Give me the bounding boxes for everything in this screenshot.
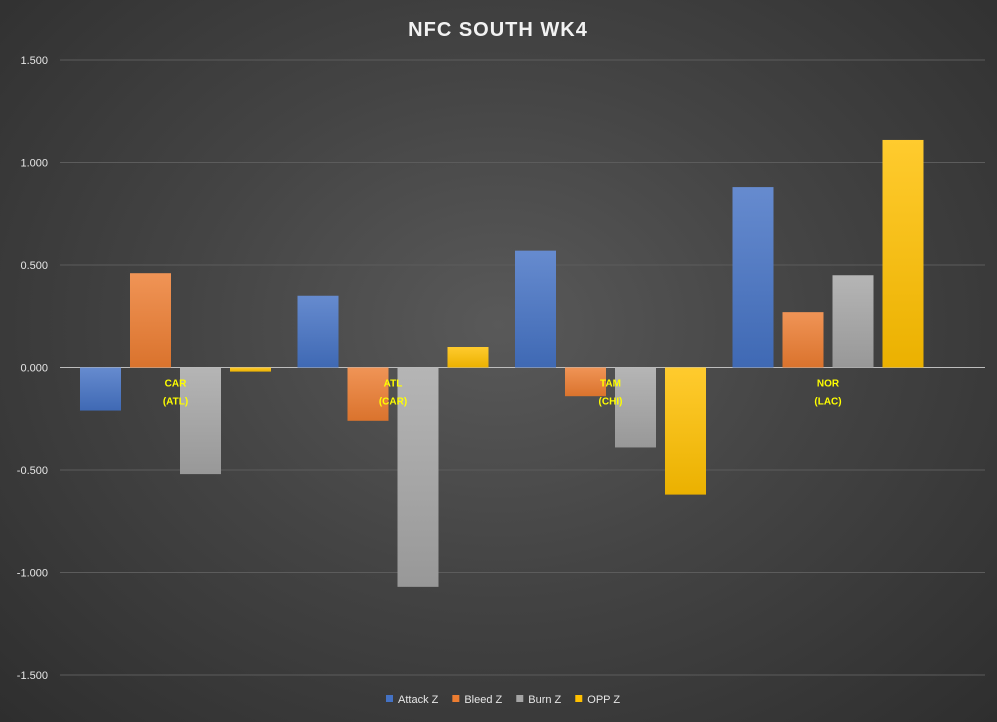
bar-opp-z — [447, 347, 489, 368]
bar-attack-z — [732, 187, 774, 368]
bar-bleed-z — [347, 367, 389, 421]
bar-burn-z — [832, 275, 874, 368]
category-sublabel: (CAR) — [379, 397, 407, 408]
legend-swatch — [575, 695, 583, 702]
bar-bleed-z — [782, 312, 824, 368]
y-tick-label: -1.500 — [17, 670, 48, 682]
bar-bleed-z — [565, 367, 606, 397]
bar-attack-z — [80, 367, 121, 411]
bar-attack-z — [297, 295, 339, 368]
legend: Attack Z Bleed Z Burn Z OPP Z — [386, 694, 620, 706]
bars — [80, 139, 924, 587]
category-sublabel: (ATL) — [163, 397, 188, 408]
legend-label: Bleed Z — [464, 694, 502, 706]
category-label: CAR — [165, 379, 187, 390]
bar-attack-z — [515, 250, 556, 368]
legend-label: Burn Z — [528, 694, 561, 706]
category-sublabel: (CHI) — [599, 397, 623, 408]
bar-opp-z — [230, 367, 271, 372]
category-label: NOR — [817, 379, 840, 390]
bar-opp-z — [882, 139, 924, 368]
bar-opp-z — [665, 367, 706, 495]
chart-title: NFC SOUTH WK4 — [408, 19, 588, 41]
y-tick-label: 0.000 — [20, 363, 48, 375]
legend-label: Attack Z — [398, 694, 439, 706]
category-labels: CAR (ATL) ATL (CAR) TAM (CHI) NOR (LAC) — [163, 379, 842, 408]
category-label: TAM — [600, 379, 621, 390]
bar-burn-z — [615, 367, 656, 448]
bar-burn-z — [397, 367, 439, 587]
y-tick-label: -1.000 — [17, 568, 48, 580]
category-sublabel: (LAC) — [814, 397, 841, 408]
category-label: ATL — [384, 379, 403, 390]
legend-swatch — [452, 695, 460, 702]
y-tick-label: 1.500 — [20, 55, 48, 67]
legend-label: OPP Z — [587, 694, 620, 706]
y-tick-label: 1.000 — [20, 158, 48, 170]
y-axis-ticks: 1.500 1.000 0.500 0.000 -0.500 -1.000 -1.500 — [17, 55, 48, 682]
legend-swatch — [386, 695, 393, 702]
bar-burn-z — [180, 367, 221, 475]
legend-swatch — [516, 695, 524, 702]
y-tick-label: -0.500 — [17, 465, 48, 477]
bar-bleed-z — [130, 273, 171, 368]
y-tick-label: 0.500 — [20, 260, 48, 272]
